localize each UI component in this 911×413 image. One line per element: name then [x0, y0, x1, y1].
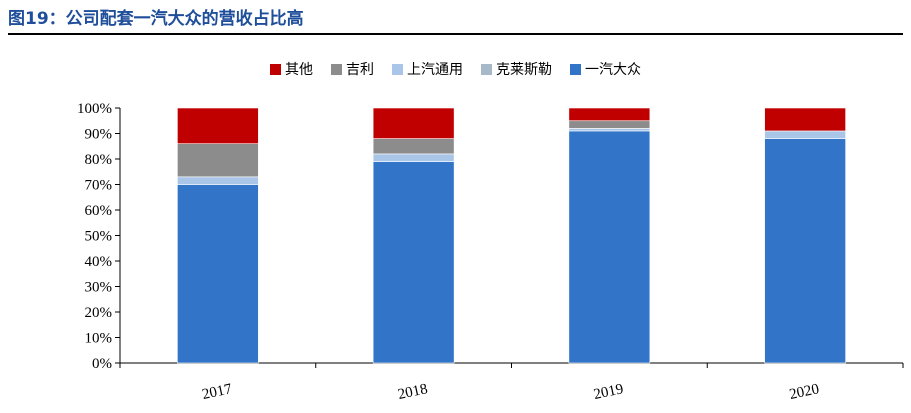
bar-segment	[372, 107, 455, 139]
y-tick-label: 100%	[77, 101, 112, 117]
bar-segment	[568, 107, 651, 122]
bar-segment	[372, 138, 455, 155]
bar-segment	[177, 176, 259, 185]
x-tick-label: 2019	[592, 381, 625, 403]
y-tick-label: 90%	[85, 127, 113, 143]
x-tick-label: 2020	[788, 381, 821, 403]
title-underline	[8, 33, 903, 35]
y-tick-label: 50%	[85, 229, 113, 245]
legend-swatch	[331, 63, 342, 75]
legend-item: 克莱斯勒	[481, 59, 552, 79]
bar-segment	[177, 184, 259, 364]
y-tick-label: 80%	[85, 152, 113, 168]
legend-swatch	[570, 63, 581, 75]
y-tick-label: 70%	[85, 178, 113, 194]
y-tick-label: 30%	[85, 280, 113, 296]
legend-item: 上汽通用	[392, 59, 463, 79]
legend-item: 吉利	[331, 59, 374, 79]
legend-label: 克莱斯勒	[496, 62, 552, 78]
bar-segment	[568, 120, 651, 129]
y-tick-label: 0%	[92, 356, 112, 372]
x-tick-label: 2017	[201, 381, 234, 403]
legend-swatch	[392, 63, 403, 75]
y-tick-label: 40%	[85, 254, 113, 270]
bar-segment	[568, 130, 651, 364]
bar-segment	[764, 138, 846, 364]
y-tick-label: 60%	[85, 203, 113, 219]
bar-segment	[177, 107, 259, 145]
legend-label: 一汽大众	[585, 62, 641, 78]
y-tick-label: 20%	[85, 305, 113, 321]
legend-swatch	[270, 63, 281, 75]
bar-segment	[568, 128, 651, 132]
bar-segment	[764, 107, 846, 132]
legend-swatch	[481, 63, 492, 75]
legend-item: 其他	[270, 59, 313, 79]
chart-legend: 其他 吉利 上汽通用 克莱斯勒 一汽大众	[0, 59, 911, 79]
x-tick-label: 2018	[396, 381, 429, 403]
bar-segment	[372, 161, 455, 364]
legend-label: 其他	[285, 62, 313, 78]
bar-segment	[372, 153, 455, 162]
bar-segment	[764, 130, 846, 139]
figure-title: 图19：公司配套一汽大众的营收占比高	[8, 9, 304, 29]
legend-label: 吉利	[346, 62, 374, 78]
y-tick-label: 10%	[85, 331, 113, 347]
legend-item: 一汽大众	[570, 59, 641, 79]
bar-segment	[177, 143, 259, 178]
legend-label: 上汽通用	[407, 62, 463, 78]
